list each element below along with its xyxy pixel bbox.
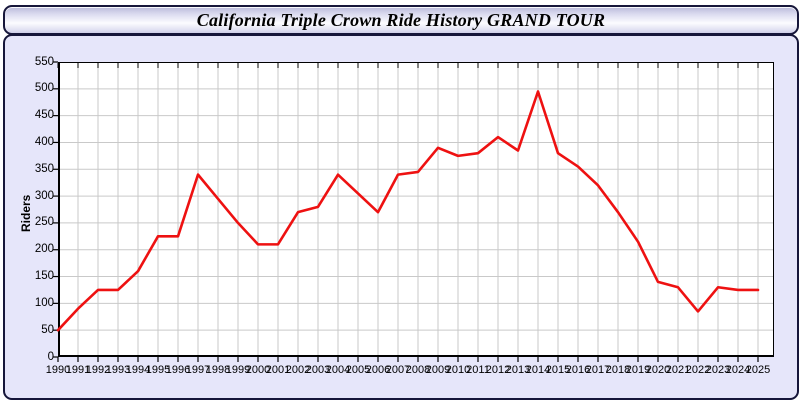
y-tick-label: 100 [34,296,54,309]
plot-background [58,62,774,357]
x-tick-label: 1990 [45,364,71,376]
x-tick-label: 2016 [565,364,591,376]
chart-panel: Riders 0 50 100 150 200 250 300 350 400 450 500 550… [3,34,799,400]
x-tick-label: 2020 [645,364,671,376]
x-tick-label: 2019 [625,364,651,376]
y-tick-label: 200 [34,243,54,256]
x-tick-label: 2024 [725,364,751,376]
x-tick-label: 2022 [685,364,711,376]
y-tick-label: 500 [34,82,54,95]
x-tick-label: 1996 [165,364,191,376]
x-tick-label: 2003 [305,364,331,376]
x-tick-label: 2021 [665,364,691,376]
title-bar: California Triple Crown Ride History GRA… [3,5,799,35]
x-tick-label: 2000 [245,364,271,376]
x-tick-label: 1993 [105,364,131,376]
x-tick-label: 1999 [225,364,251,376]
x-tick-label: 1995 [145,364,171,376]
x-tick-label: 2010 [445,364,471,376]
x-tick-label: 2013 [505,364,531,376]
riders-line-series [56,90,760,332]
x-tick-label: 1992 [85,364,111,376]
x-tick-label: 1991 [65,364,91,376]
x-tick-label: 1997 [185,364,211,376]
y-tick-label: 300 [34,189,54,202]
x-tick-label: 2014 [525,364,551,376]
x-tick-label: 2005 [345,364,371,376]
x-tick-label: 1998 [205,364,231,376]
x-tick-label: 2006 [365,364,391,376]
y-tick-label: 450 [34,109,54,122]
y-tick-label: 150 [34,270,54,283]
y-tick-label: 550 [34,55,54,68]
line-chart-svg [53,61,774,362]
y-tick-label: 400 [34,135,54,148]
chart-title: California Triple Crown Ride History GRA… [196,9,606,30]
x-tick-label: 2025 [745,364,771,376]
x-tick-label: 2012 [485,364,511,376]
x-tick-label: 2002 [285,364,311,376]
y-tick-label: 50 [41,323,54,336]
x-tick-label: 2007 [385,364,411,376]
y-tick-label: 0 [47,350,54,363]
x-tick-label: 2011 [466,364,490,376]
x-tick-label: 1994 [125,364,151,376]
x-tick-label: 2017 [585,364,611,376]
x-tick-label: 2008 [405,364,431,376]
x-tick-label: 2018 [605,364,631,376]
x-tick-label: 2023 [705,364,731,376]
x-tick-label: 2015 [545,364,571,376]
y-tick-label: 250 [34,216,54,229]
x-tick-label: 2009 [425,364,451,376]
x-tick-label: 2004 [325,364,351,376]
x-tick-label: 2001 [265,364,291,376]
y-tick-label: 350 [34,162,54,175]
